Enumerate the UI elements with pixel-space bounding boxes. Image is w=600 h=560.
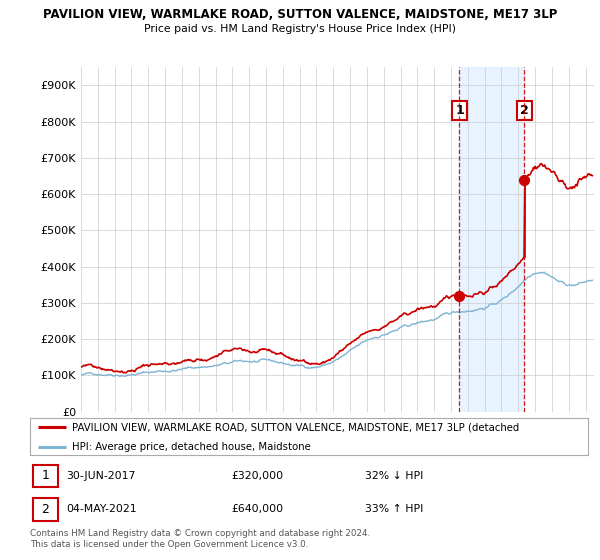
Text: Price paid vs. HM Land Registry's House Price Index (HPI): Price paid vs. HM Land Registry's House … <box>144 24 456 34</box>
Bar <box>33 465 58 487</box>
Text: HPI: Average price, detached house, Maidstone: HPI: Average price, detached house, Maid… <box>72 442 311 452</box>
Text: 32% ↓ HPI: 32% ↓ HPI <box>365 471 423 481</box>
Text: 2: 2 <box>520 104 529 117</box>
Text: Contains HM Land Registry data © Crown copyright and database right 2024.
This d: Contains HM Land Registry data © Crown c… <box>30 529 370 549</box>
Text: £640,000: £640,000 <box>231 505 283 515</box>
Text: 2: 2 <box>41 503 49 516</box>
Point <box>455 291 464 300</box>
Text: PAVILION VIEW, WARMLAKE ROAD, SUTTON VALENCE, MAIDSTONE, ME17 3LP (detached: PAVILION VIEW, WARMLAKE ROAD, SUTTON VAL… <box>72 422 519 432</box>
Text: 30-JUN-2017: 30-JUN-2017 <box>66 471 136 481</box>
Text: 1: 1 <box>41 469 49 483</box>
Bar <box>33 498 58 521</box>
Text: PAVILION VIEW, WARMLAKE ROAD, SUTTON VALENCE, MAIDSTONE, ME17 3LP: PAVILION VIEW, WARMLAKE ROAD, SUTTON VAL… <box>43 8 557 21</box>
Point <box>520 175 529 184</box>
Bar <box>460 67 524 412</box>
Text: 1: 1 <box>455 104 464 117</box>
Text: £320,000: £320,000 <box>231 471 283 481</box>
Text: 33% ↑ HPI: 33% ↑ HPI <box>365 505 423 515</box>
Text: 04-MAY-2021: 04-MAY-2021 <box>66 505 137 515</box>
